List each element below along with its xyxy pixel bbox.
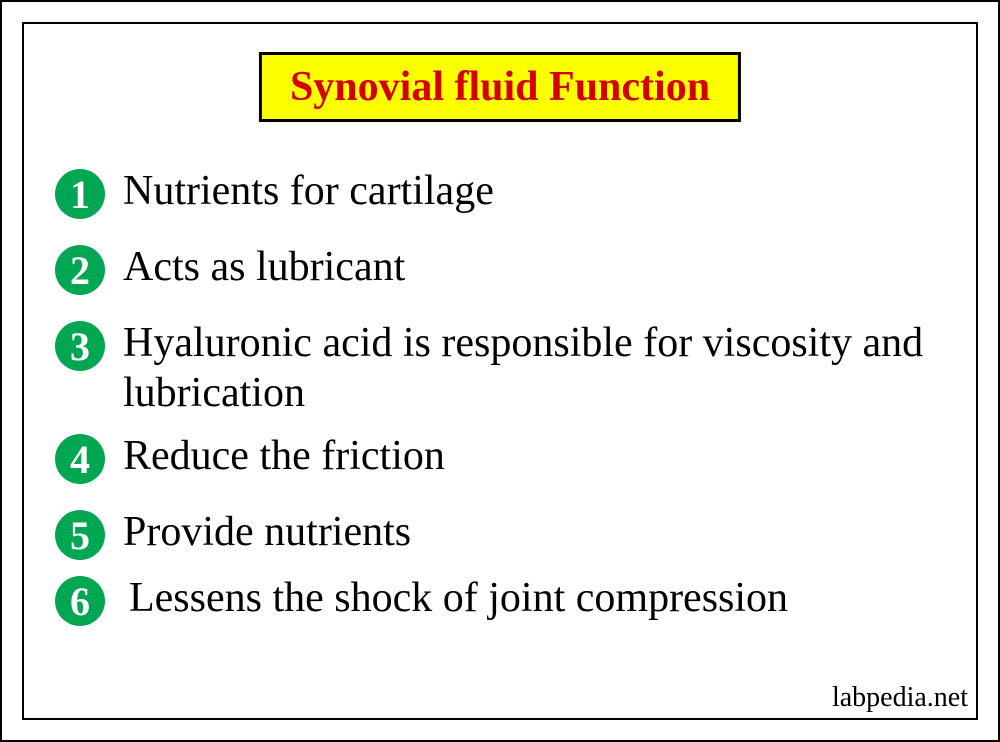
badge-number: 6 xyxy=(70,578,90,625)
item-text: Lessens the shock of joint compression xyxy=(129,574,788,624)
number-badge: 2 xyxy=(55,245,105,295)
title-text: Synovial fluid Function xyxy=(290,64,710,110)
badge-number: 3 xyxy=(70,323,90,370)
title-box: Synovial fluid Function xyxy=(259,52,741,122)
item-text: Provide nutrients xyxy=(123,508,411,558)
number-badge: 4 xyxy=(55,434,105,484)
item-text: Hyaluronic acid is responsible for visco… xyxy=(123,319,968,418)
diagram-canvas: Synovial fluid Function 1 Nutrients for … xyxy=(0,0,1000,742)
function-list: 1 Nutrients for cartilage 2 Acts as lubr… xyxy=(55,167,968,650)
list-item: 3 Hyaluronic acid is responsible for vis… xyxy=(55,319,968,418)
list-item: 4 Reduce the friction xyxy=(55,432,968,484)
badge-number: 1 xyxy=(70,171,90,218)
badge-number: 4 xyxy=(70,436,90,483)
item-text: Nutrients for cartilage xyxy=(123,167,494,217)
number-badge: 1 xyxy=(55,169,105,219)
number-badge: 5 xyxy=(55,510,105,560)
badge-number: 5 xyxy=(70,512,90,559)
item-text: Reduce the friction xyxy=(123,432,445,482)
list-item: 2 Acts as lubricant xyxy=(55,243,968,295)
list-item: 6 Lessens the shock of joint compression xyxy=(55,574,968,626)
list-item: 1 Nutrients for cartilage xyxy=(55,167,968,219)
attribution-text: labpedia.net xyxy=(832,682,968,714)
number-badge: 3 xyxy=(55,321,105,371)
badge-number: 2 xyxy=(70,247,90,294)
item-text: Acts as lubricant xyxy=(123,243,405,293)
list-item: 5 Provide nutrients xyxy=(55,508,968,560)
number-badge: 6 xyxy=(55,576,105,626)
